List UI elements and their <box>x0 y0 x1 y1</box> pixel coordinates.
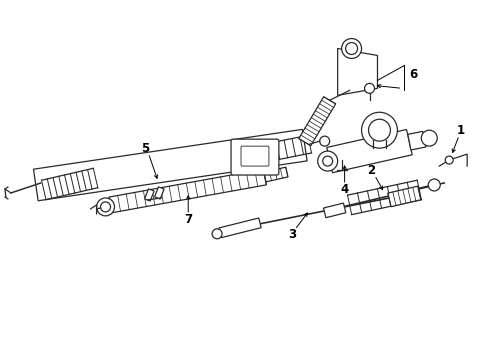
Text: 6: 6 <box>409 68 417 81</box>
Polygon shape <box>323 203 346 218</box>
Text: 1: 1 <box>457 124 465 137</box>
Text: 7: 7 <box>184 213 192 226</box>
Polygon shape <box>109 169 267 213</box>
Circle shape <box>100 202 111 212</box>
Circle shape <box>342 39 362 58</box>
Polygon shape <box>327 130 412 173</box>
Circle shape <box>345 42 358 54</box>
Polygon shape <box>33 129 307 201</box>
Text: 3: 3 <box>288 228 296 241</box>
Polygon shape <box>264 167 288 182</box>
Polygon shape <box>299 97 336 146</box>
Polygon shape <box>154 187 164 199</box>
Circle shape <box>445 156 453 164</box>
Polygon shape <box>388 186 421 207</box>
Text: 5: 5 <box>141 141 149 155</box>
Circle shape <box>212 229 222 239</box>
Circle shape <box>428 179 440 191</box>
Polygon shape <box>338 49 377 95</box>
Polygon shape <box>145 189 154 201</box>
FancyBboxPatch shape <box>241 146 269 166</box>
Circle shape <box>421 130 437 146</box>
Circle shape <box>318 151 338 171</box>
Polygon shape <box>219 218 261 238</box>
Text: 4: 4 <box>341 184 349 197</box>
Circle shape <box>97 198 115 216</box>
Circle shape <box>319 136 330 146</box>
FancyBboxPatch shape <box>231 139 279 175</box>
Circle shape <box>323 156 333 166</box>
Circle shape <box>365 84 374 93</box>
Circle shape <box>368 119 391 141</box>
Polygon shape <box>408 131 426 150</box>
Text: 2: 2 <box>368 163 375 176</box>
Circle shape <box>362 112 397 148</box>
